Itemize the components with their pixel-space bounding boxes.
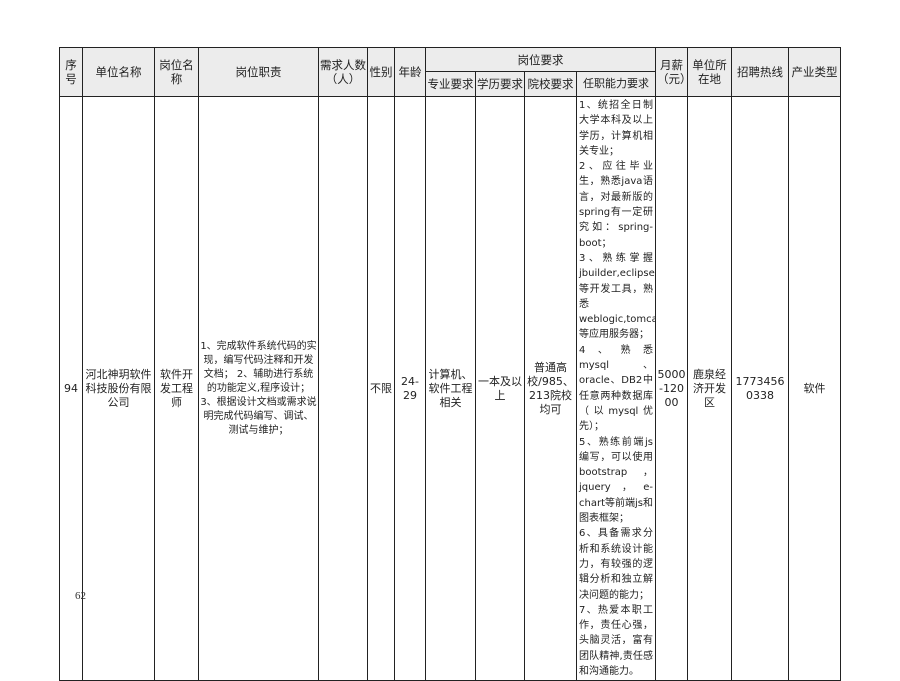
header-gender: 性别 (367, 47, 395, 97)
job-listing-table: 序号 单位名称 岗位名称 岗位职责 需求人数（人） 性别 年龄 岗位要求 月薪（… (59, 47, 841, 681)
cell-company: 河北神玥软件科技股份有限公司 (82, 95, 155, 681)
header-row: 序号 单位名称 岗位名称 岗位职责 需求人数（人） 性别 年龄 岗位要求 月薪（… (59, 47, 841, 97)
cell-headcount (318, 95, 368, 681)
cell-hotline: 17734560338 (731, 95, 789, 681)
header-school: 院校要求 (524, 71, 577, 97)
cell-position: 软件开发工程师 (154, 95, 199, 681)
page-number: 62 (75, 590, 86, 602)
header-location: 单位所在地 (687, 47, 732, 97)
header-duties: 岗位职责 (198, 47, 319, 97)
cell-industry: 软件 (788, 95, 841, 681)
header-age: 年龄 (394, 47, 426, 97)
table-row: 94 河北神玥软件科技股份有限公司 软件开发工程师 1、完成软件系统代码的实现，… (59, 95, 841, 681)
cell-major: 计算机、软件工程相关 (425, 95, 476, 681)
cell-education: 一本及以上 (475, 95, 525, 681)
header-hotline: 招聘热线 (731, 47, 789, 97)
header-industry: 产业类型 (788, 47, 841, 97)
header-salary: 月薪（元） (655, 47, 688, 97)
header-education: 学历要求 (475, 71, 525, 97)
header-company: 单位名称 (82, 47, 155, 97)
cell-salary: 5000-12000 (655, 95, 688, 681)
header-ability: 任职能力要求 (576, 71, 656, 97)
header-major: 专业要求 (425, 71, 476, 97)
cell-gender: 不限 (367, 95, 395, 681)
cell-location: 鹿泉经济开发区 (687, 95, 732, 681)
cell-duties: 1、完成软件系统代码的实现，编写代码注释和开发文档； 2、辅助进行系统的功能定义… (198, 95, 319, 681)
header-index: 序号 (59, 47, 83, 97)
cell-school: 普通高校/985、213院校均可 (524, 95, 577, 681)
header-requirements: 岗位要求 (425, 47, 656, 72)
cell-age: 24-29 (394, 95, 426, 681)
header-position: 岗位名称 (154, 47, 199, 97)
subheader-row: 专业要求 学历要求 院校要求 任职能力要求 (60, 71, 841, 97)
cell-ability: 1、统招全日制大学本科及以上学历，计算机相关专业； 2、应往毕业生，熟悉java… (576, 95, 656, 681)
header-headcount: 需求人数（人） (318, 47, 368, 97)
